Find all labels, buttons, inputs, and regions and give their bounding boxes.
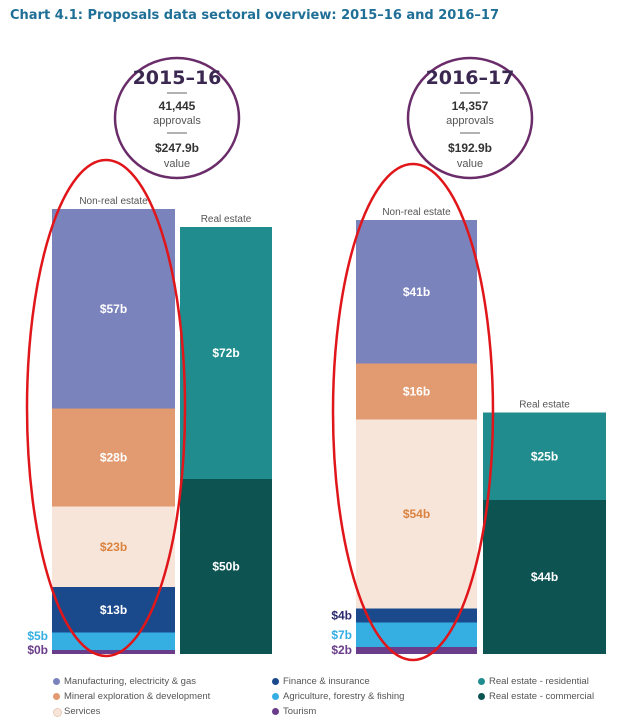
data-label-2015-16-mineral-exploration-development: $28b [100, 451, 127, 465]
bar-segment-2016-17-services [356, 419, 477, 609]
summary-approvals-number: 14,357 [452, 99, 489, 113]
legend-label-tourism: Tourism [283, 706, 317, 717]
bar-segment-2015-16-services [52, 506, 175, 587]
legend-label-services: Services [64, 706, 101, 717]
data-label-2015-16-agriculture-forestry-fishing: $5b [27, 629, 48, 643]
bar-name-2016-17-real-estate: Real estate [519, 400, 570, 411]
highlight-ellipse-2016-17 [331, 162, 495, 662]
data-label-2015-16-services: $23b [100, 540, 127, 554]
data-label-2016-17-agriculture-forestry-fishing: $7b [331, 628, 352, 642]
data-label-2016-17-mineral-exploration-development: $16b [403, 385, 430, 399]
bar-name-2015-16-real-estate: Real estate [201, 214, 252, 225]
legend-swatch-tourism [272, 708, 279, 715]
summary-circle-2015-16: 2015–16 41,445 approvals $247.9b value [113, 56, 241, 180]
bar-segment-2015-16-mineral-exploration-development [52, 408, 175, 507]
data-label-2015-16-manufacturing-electricity-gas: $57b [100, 302, 127, 316]
summary-value-number: $192.9b [448, 141, 492, 155]
legend-swatch-agriculture-forestry-fishing [272, 693, 279, 700]
bar-segment-2015-16-manufacturing-electricity-gas [52, 209, 175, 409]
bar-segment-2016-17-manufacturing-electricity-gas [356, 220, 477, 364]
bar-name-2016-17-non-real-estate: Non-real estate [382, 207, 451, 218]
data-label-2015-16-real-estate-commercial: $50b [212, 560, 239, 574]
legend-swatch-real-estate-commercial [478, 693, 485, 700]
bar-segment-2015-16-real-estate-residential [180, 227, 272, 479]
bar-segment-2016-17-tourism [356, 647, 477, 654]
bar-segment-2016-17-real-estate-residential [483, 412, 606, 500]
chart-title: Chart 4.1: Proposals data sectoral overv… [10, 8, 500, 23]
data-label-2016-17-finance-insurance: $4b [331, 609, 352, 623]
bar-segment-2016-17-finance-insurance [356, 608, 477, 623]
summary-circle-outline [406, 56, 534, 180]
legend-swatch-mineral-exploration-development [53, 693, 60, 700]
bar-segment-2016-17-mineral-exploration-development [356, 363, 477, 420]
highlight-ellipse-2015-16 [25, 158, 187, 658]
summary-approvals-number: 41,445 [159, 99, 196, 113]
summary-circle-2016-17: 2016–17 14,357 approvals $192.9b value [406, 56, 534, 180]
data-label-2016-17-manufacturing-electricity-gas: $41b [403, 285, 430, 299]
summary-approvals-label: approvals [153, 115, 201, 127]
summary-value-label: value [164, 158, 190, 170]
data-label-2016-17-tourism: $2b [331, 643, 352, 657]
summary-approvals-label: approvals [446, 115, 494, 127]
summary-year: 2015–16 [133, 67, 222, 89]
legend-label-real-estate-residential: Real estate - residential [489, 676, 589, 687]
legend-label-mineral-exploration-development: Mineral exploration & development [64, 691, 211, 702]
legend-label-finance-insurance: Finance & insurance [283, 676, 370, 687]
legend-swatch-finance-insurance [272, 678, 279, 685]
summary-value-label: value [457, 158, 483, 170]
bar-segment-2015-16-tourism [52, 650, 175, 654]
legend-label-agriculture-forestry-fishing: Agriculture, forestry & fishing [283, 691, 405, 702]
bar-segment-2015-16-finance-insurance [52, 587, 175, 633]
summary-circle-outline [113, 56, 241, 180]
data-label-2016-17-real-estate-commercial: $44b [531, 570, 558, 584]
bar-name-2015-16-non-real-estate: Non-real estate [79, 196, 148, 207]
data-label-2015-16-tourism: $0b [27, 643, 48, 657]
summary-value-number: $247.9b [155, 141, 199, 155]
summary-year: 2016–17 [426, 67, 515, 89]
legend-swatch-manufacturing-electricity-gas [53, 678, 60, 685]
data-label-2016-17-real-estate-residential: $25b [531, 449, 558, 463]
data-label-2016-17-services: $54b [403, 507, 430, 521]
legend-label-real-estate-commercial: Real estate - commercial [489, 691, 595, 702]
bar-segment-2016-17-agriculture-forestry-fishing [356, 622, 477, 647]
bar-segment-2016-17-real-estate-commercial [483, 500, 606, 654]
data-label-2015-16-real-estate-residential: $72b [212, 346, 239, 360]
bar-segment-2015-16-agriculture-forestry-fishing [52, 632, 175, 650]
legend-swatch-real-estate-residential [478, 678, 485, 685]
data-label-2015-16-finance-insurance: $13b [100, 603, 127, 617]
bar-segment-2015-16-real-estate-commercial [180, 479, 272, 654]
legend-label-manufacturing-electricity-gas: Manufacturing, electricity & gas [64, 676, 197, 687]
legend-swatch-services [53, 708, 62, 717]
